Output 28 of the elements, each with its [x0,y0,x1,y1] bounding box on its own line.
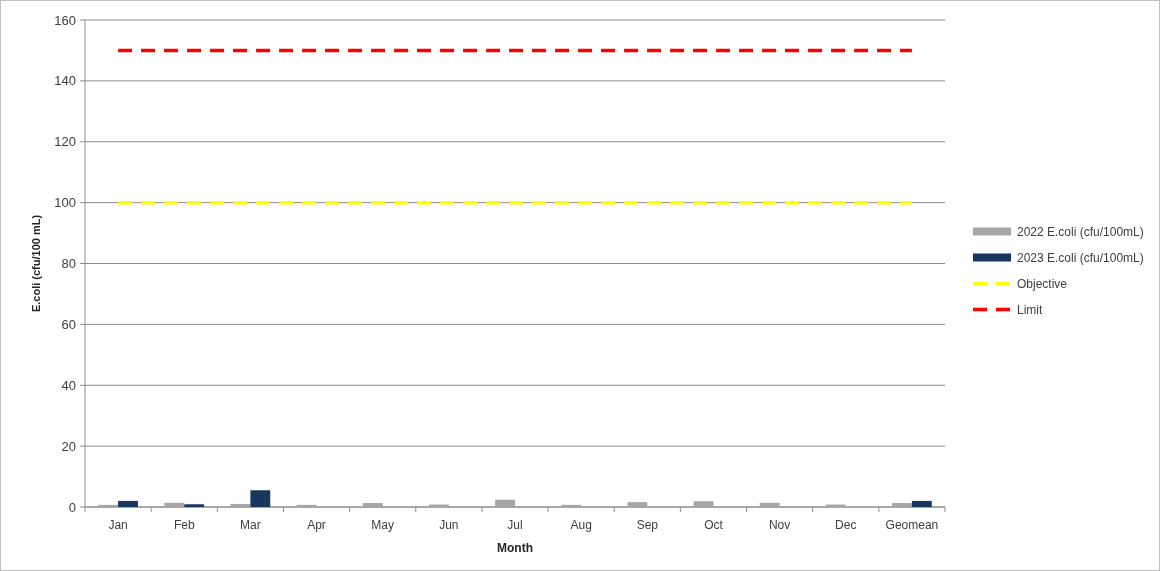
y-tick-label: 100 [54,195,76,211]
y-tick-label: 140 [54,73,76,89]
x-tick-label: Jan [108,518,128,532]
y-axis-title: E.coli (cfu/100 mL) [30,214,42,313]
x-tick-label: Feb [173,518,195,532]
x-tick-label: Jun [439,518,459,532]
x-tick-label: Apr [307,518,326,532]
x-tick-label: Nov [768,518,791,532]
x-tick-label: May [371,518,395,532]
x-axis-title: Month [497,541,533,555]
y-tick-label: 0 [68,499,76,515]
x-tick-label: Mar [240,518,261,532]
y-tick-label: 60 [61,316,76,332]
y-tick-label: 20 [61,438,76,454]
y-tick-label: 80 [61,256,76,272]
x-tick-label: Oct [704,518,724,532]
x-tick-label: Geomean [885,518,939,532]
y-tick-label: 160 [54,12,76,28]
legend-label: 2023 E.coli (cfu/100mL) [1017,250,1144,265]
x-tick-label: Sep [636,518,659,532]
x-tick-label: Jul [507,518,523,532]
legend-label: Objective [1017,276,1068,291]
y-tick-label: 120 [54,134,76,150]
legend-label: 2022 E.coli (cfu/100mL) [1017,224,1144,239]
y-tick-label: 40 [61,377,76,393]
x-tick-label: Dec [835,518,857,532]
legend-label: Limit [1017,302,1043,317]
x-tick-label: Aug [570,518,592,532]
